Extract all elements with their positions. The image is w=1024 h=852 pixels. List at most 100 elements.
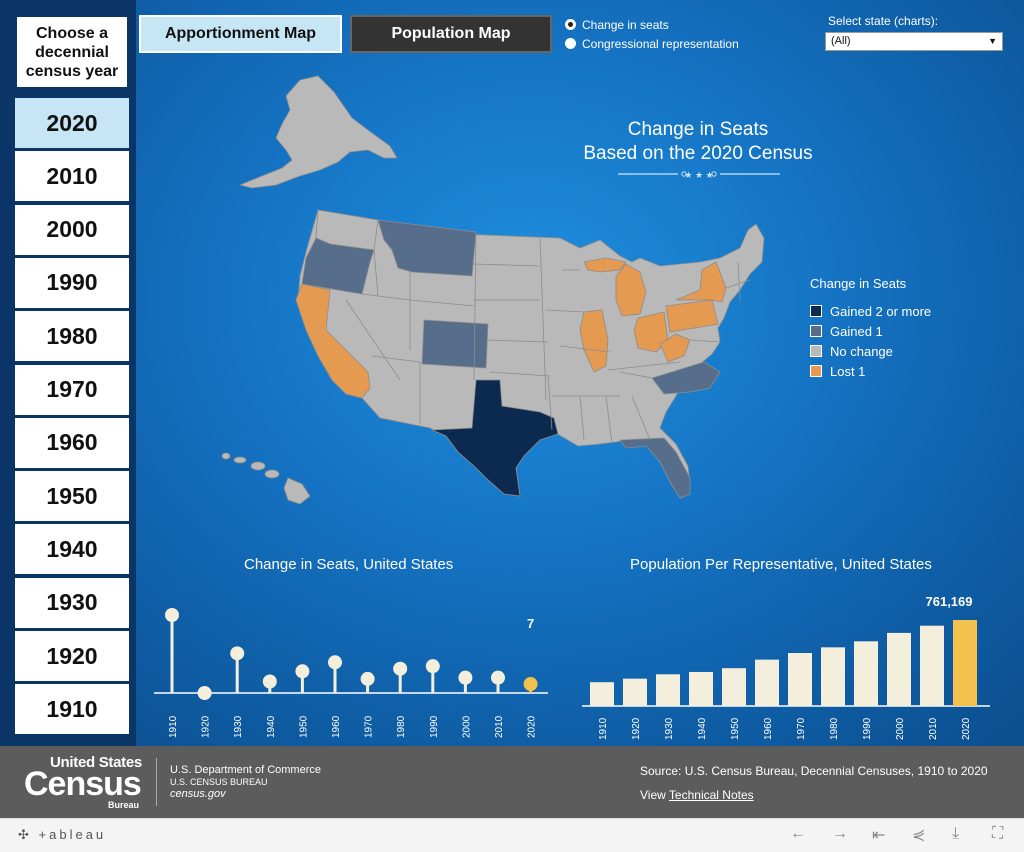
bar[interactable]	[920, 625, 944, 706]
bar[interactable]	[722, 668, 746, 706]
lollipop-point[interactable]	[262, 674, 277, 689]
x-tick-label: 1930	[664, 717, 675, 740]
tableau-wordmark: +ableau	[38, 827, 107, 842]
legend-item-gained-1[interactable]: Gained 1	[810, 321, 931, 341]
revert-icon[interactable]: ⇤	[872, 827, 886, 844]
census-bureau-logo[interactable]: United States Census Bureau	[24, 754, 150, 812]
svg-text:★ ★ ★: ★ ★ ★	[684, 170, 713, 180]
download-icon[interactable]: ⤓	[952, 825, 960, 842]
lollipop-point[interactable]	[458, 670, 473, 685]
radio-unselected-icon[interactable]	[565, 38, 576, 49]
bar[interactable]	[788, 653, 812, 706]
x-tick-label: 1930	[233, 715, 244, 738]
state-illinois[interactable]	[579, 309, 609, 373]
x-tick-label: 1970	[364, 715, 375, 738]
state-texas[interactable]	[431, 379, 559, 497]
state-north-carolina[interactable]	[651, 361, 721, 395]
x-tick-label: 1980	[829, 717, 840, 740]
state-new-york[interactable]	[675, 261, 727, 303]
bar[interactable]	[656, 674, 680, 706]
change-in-seats-chart[interactable]: 1910 1920 1930 1940 1950 1960 1970 1980 1990 2000…	[148, 590, 558, 746]
year-button-2010[interactable]: 2010	[15, 151, 129, 202]
state-michigan[interactable]	[615, 263, 647, 317]
redo-icon[interactable]: →	[832, 825, 848, 842]
x-tick-label: 1960	[331, 715, 342, 738]
legend-swatch	[810, 325, 822, 337]
bar[interactable]	[953, 620, 977, 706]
state-michigan-upper[interactable]	[583, 257, 627, 273]
lollipop-point[interactable]	[523, 677, 538, 692]
lollipop-point[interactable]	[491, 670, 505, 685]
year-button-2020[interactable]: 2020	[15, 98, 129, 148]
map-title-line2: Based on the 2020 Census	[583, 143, 813, 164]
year-button-1920[interactable]: 1920	[15, 631, 129, 681]
year-button-1940[interactable]: 1940	[15, 524, 129, 575]
population-per-representative-chart[interactable]: 1910 1920 1930 1940 1950 1960 1970 1980 1990 2000…	[578, 580, 998, 746]
year-button-2000[interactable]: 2000	[15, 204, 129, 255]
state-hawaii[interactable]	[221, 452, 311, 505]
year-button-1980[interactable]: 1980	[15, 311, 129, 362]
dept-census-bureau: U.S. CENSUS BUREAU	[170, 777, 268, 787]
state-florida[interactable]	[619, 437, 691, 499]
legend-item-gained-2[interactable]: Gained 2 or more	[810, 301, 931, 321]
bar[interactable]	[623, 678, 647, 706]
lollipop-chart-title: Change in Seats, United States	[244, 556, 454, 573]
logo-bureau: Bureau	[108, 800, 140, 810]
state-alaska[interactable]	[238, 75, 398, 189]
state-west-virginia[interactable]	[659, 333, 691, 363]
year-button-1990[interactable]: 1990	[15, 257, 129, 308]
lollipop-point[interactable]	[328, 655, 342, 670]
radio-change-in-seats[interactable]: Change in seats	[565, 15, 739, 34]
state-montana[interactable]	[377, 219, 477, 277]
fullscreen-icon[interactable]: ⛶	[992, 825, 1004, 842]
lollipop-point[interactable]	[165, 608, 179, 622]
technical-notes-link[interactable]: Technical Notes	[668, 788, 754, 802]
view-radio-group: Change in seats Congressional representa…	[565, 15, 739, 53]
tableau-logo[interactable]: ✣ +ableau	[18, 827, 106, 843]
bar[interactable]	[590, 682, 614, 706]
legend-swatch	[810, 305, 822, 317]
legend-item-no-change[interactable]: No change	[810, 341, 931, 361]
view-prefix: View	[640, 788, 666, 802]
x-tick-label: 1990	[862, 717, 873, 740]
state-colorado[interactable]	[421, 319, 489, 369]
year-picker-heading: Choose a decennial census year	[15, 15, 129, 89]
dropdown-arrow-icon[interactable]: ▼	[988, 36, 997, 46]
year-button-1950[interactable]: 1950	[15, 471, 129, 522]
bar[interactable]	[887, 632, 911, 706]
year-button-1910[interactable]: 1910	[15, 684, 129, 735]
share-icon[interactable]: ⋞	[912, 827, 926, 844]
state-oregon[interactable]	[301, 237, 375, 295]
x-tick-label: 1920	[201, 715, 212, 738]
lollipop-point[interactable]	[360, 671, 375, 686]
state-select-dropdown[interactable]: (All) ▼	[825, 32, 1003, 51]
legend-label: No change	[830, 343, 893, 359]
year-button-1970[interactable]: 1970	[15, 364, 129, 415]
us-apportionment-map[interactable]	[0, 0, 1024, 746]
footer-divider	[156, 758, 157, 806]
state-california[interactable]	[295, 283, 371, 399]
x-tick-label: 1940	[266, 715, 277, 738]
lollipop-point[interactable]	[425, 659, 440, 674]
bar[interactable]	[689, 671, 713, 706]
tab-apportionment-map[interactable]: Apportionment Map	[139, 15, 342, 53]
undo-icon[interactable]: ←	[790, 825, 806, 842]
legend-item-lost-1[interactable]: Lost 1	[810, 361, 931, 381]
bar[interactable]	[755, 659, 779, 706]
census-gov-link[interactable]: census.gov	[170, 788, 226, 800]
tab-population-map[interactable]: Population Map	[350, 15, 552, 53]
view-technical-notes: View Technical Notes	[640, 788, 754, 802]
lollipop-point[interactable]	[230, 646, 245, 661]
year-button-1960[interactable]: 1960	[15, 417, 129, 468]
bar[interactable]	[821, 647, 845, 706]
lollipop-point[interactable]	[295, 664, 310, 679]
state-pennsylvania[interactable]	[665, 299, 719, 333]
bar[interactable]	[854, 641, 878, 706]
lollipop-point[interactable]	[197, 686, 212, 700]
radio-congressional-representation[interactable]: Congressional representation	[565, 34, 739, 53]
year-button-1930[interactable]: 1930	[15, 577, 129, 628]
state-select-value: (All)	[831, 35, 851, 47]
radio-selected-icon[interactable]	[565, 19, 576, 30]
lollipop-point[interactable]	[393, 661, 408, 676]
state-ohio[interactable]	[633, 311, 669, 353]
